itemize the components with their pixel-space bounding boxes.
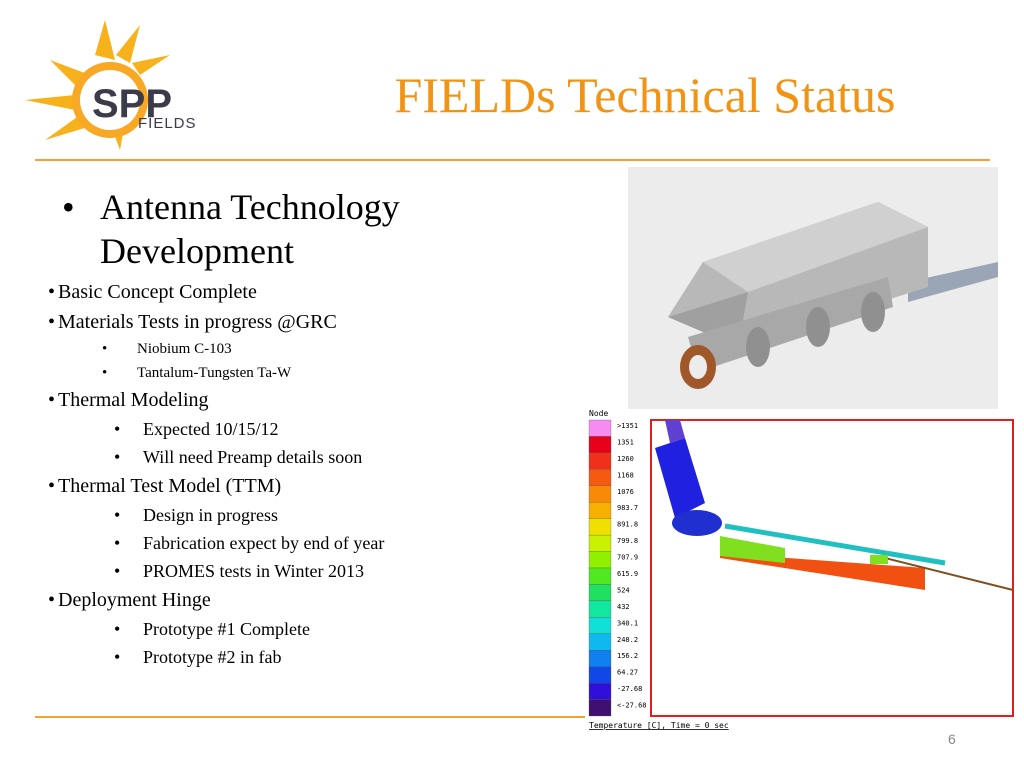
legend-swatch — [588, 419, 612, 437]
bottom-rule — [35, 716, 585, 718]
bullet-list: Antenna Technology Development Basic Conc… — [40, 185, 600, 671]
legend-swatch — [588, 699, 612, 717]
legend-label: 432 — [617, 603, 630, 611]
bullet-item: Antenna Technology Development — [40, 185, 600, 273]
bullet-item: PROMES tests in Winter 2013 — [40, 557, 600, 585]
legend-swatch — [588, 469, 612, 486]
bullet-item: Will need Preamp details soon — [40, 443, 600, 471]
bullet-item: Basic Concept Complete — [40, 277, 600, 307]
logo-main: SPP — [92, 82, 172, 126]
bullet-item: Thermal Test Model (TTM) — [40, 471, 600, 501]
legend: Node >1351 1351 1260 1168 1076 983.7 891.8 799.8… — [588, 409, 729, 730]
legend-swatch — [588, 518, 612, 536]
legend-swatch — [588, 551, 612, 569]
legend-swatch — [588, 666, 612, 684]
legend-label: 340.1 — [617, 619, 638, 627]
thermal-caption: Temperature [C], Time = 0 sec — [589, 721, 729, 730]
bullet-item: Materials Tests in progress @GRC — [40, 307, 600, 337]
title: FIELDs Technical Status — [394, 67, 896, 123]
legend-label: 64.27 — [617, 669, 638, 677]
legend-label: 615.9 — [617, 570, 638, 578]
legend-label: 891.8 — [617, 521, 638, 529]
bullet-item: Niobium C-103 — [40, 337, 600, 361]
bullet-item: Deployment Hinge — [40, 585, 600, 615]
logo-sub: FIELDS — [138, 115, 197, 132]
legend-swatch — [588, 534, 612, 552]
legend-title: Node — [589, 409, 608, 418]
legend-swatch — [588, 650, 612, 667]
page-number: 6 — [948, 731, 956, 747]
legend-label: <-27.68 — [617, 702, 647, 710]
logo: SPP FIELDS — [25, 20, 197, 150]
top-rule — [35, 159, 990, 161]
legend-label: 524 — [617, 586, 630, 594]
bullet-item: Prototype #1 Complete — [40, 615, 600, 643]
bullet-item: Expected 10/15/12 — [40, 415, 600, 443]
legend-swatch — [588, 584, 612, 602]
legend-label: 156.2 — [617, 652, 638, 660]
bullet-item: Prototype #2 in fab — [40, 643, 600, 671]
legend-swatch — [588, 617, 612, 634]
legend-label: -27.68 — [617, 685, 642, 693]
antenna-image — [628, 167, 998, 409]
legend-label: 248.2 — [617, 636, 638, 644]
bullet-item: Tantalum-Tungsten Ta-W — [40, 361, 600, 385]
legend-label: 707.9 — [617, 554, 638, 562]
legend-swatch — [588, 682, 612, 700]
legend-label: 1351 — [617, 438, 634, 446]
legend-swatch — [588, 436, 612, 454]
legend-label: 1076 — [617, 488, 634, 496]
bullet-item: Fabrication expect by end of year — [40, 529, 600, 557]
legend-swatch — [588, 485, 612, 503]
legend-swatch — [588, 633, 612, 651]
legend-swatch — [588, 567, 612, 585]
sun-rays — [25, 20, 170, 150]
bullet-item: Thermal Modeling — [40, 385, 600, 415]
legend-swatch — [588, 600, 612, 618]
sun-core — [80, 70, 140, 130]
legend-label: 983.7 — [617, 504, 638, 512]
legend-swatch — [588, 452, 612, 470]
legend-label: 1168 — [617, 471, 634, 479]
bullet-item: Design in progress — [40, 501, 600, 529]
legend-swatch — [588, 502, 612, 519]
legend-label: >1351 — [617, 422, 638, 430]
legend-label: 799.8 — [617, 537, 638, 545]
legend-label: 1260 — [617, 455, 634, 463]
thermal-plot: Node >1351 1351 1260 1168 1076 983.7 891.8 799.8… — [588, 409, 1014, 730]
